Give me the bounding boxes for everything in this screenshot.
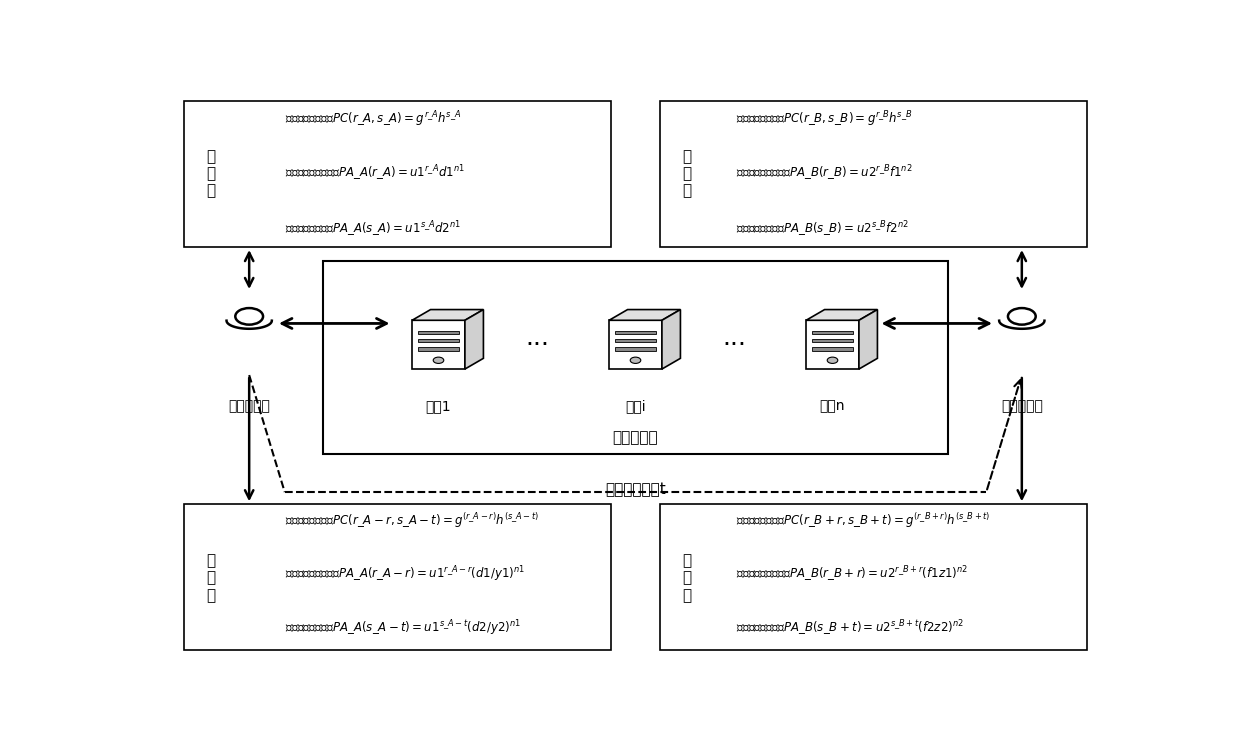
- Bar: [812, 347, 853, 351]
- Polygon shape: [412, 310, 484, 320]
- Polygon shape: [806, 310, 878, 320]
- Text: 交
易
前: 交 易 前: [206, 149, 216, 199]
- Text: 节点n: 节点n: [820, 399, 846, 413]
- Text: 节点i: 节点i: [625, 399, 646, 413]
- Text: 汇出方余额承诺：$PC(r\_A-r,s\_A-t)=g^{(r\_A-r)}h^{(s\_A-t)}$: 汇出方余额承诺：$PC(r\_A-r,s\_A-t)=g^{(r\_A-r)}h…: [285, 511, 539, 530]
- Text: 汇出方随机数密文：$PA\_A(r\_A)=u1^{r\_A}d1^{n1}$: 汇出方随机数密文：$PA\_A(r\_A)=u1^{r\_A}d1^{n1}$: [285, 164, 465, 183]
- Text: 交
易
后: 交 易 后: [682, 554, 691, 603]
- Circle shape: [236, 308, 263, 325]
- Polygon shape: [662, 310, 681, 369]
- Bar: [806, 320, 859, 369]
- Text: 交
易
前: 交 易 前: [682, 149, 691, 199]
- Bar: [184, 101, 611, 247]
- Text: 汇入方随机数密文：$PA\_B(r\_B+r)=u2^{r\_B+r}(f1z1)^{n2}$: 汇入方随机数密文：$PA\_B(r\_B+r)=u2^{r\_B+r}(f1z1…: [737, 565, 968, 584]
- Text: 汇出方金额密文：$PA\_A(s\_A-t)=u1^{s\_A-t}(d2/y2)^{n1}$: 汇出方金额密文：$PA\_A(s\_A-t)=u1^{s\_A-t}(d2/y2…: [285, 619, 521, 638]
- Bar: [615, 339, 656, 342]
- Bar: [609, 320, 662, 369]
- Text: ···: ···: [525, 333, 549, 357]
- Text: 汇入方余额承诺：$PC(r\_B,s\_B)=g^{r\_B}h^{s\_B}$: 汇入方余额承诺：$PC(r\_B,s\_B)=g^{r\_B}h^{s\_B}$: [737, 110, 913, 129]
- Text: 汇入方账户: 汇入方账户: [1001, 399, 1043, 413]
- Text: 汇出方随机数密文：$PA\_A(r\_A-r)=u1^{r\_A-r}(d1/y1)^{n1}$: 汇出方随机数密文：$PA\_A(r\_A-r)=u1^{r\_A-r}(d1/y…: [285, 564, 525, 584]
- Text: 汇入方余额承诺：$PC(r\_B+r,s\_B+t)=g^{(r\_B+r)}h^{(s\_B+t)}$: 汇入方余额承诺：$PC(r\_B+r,s\_B+t)=g^{(r\_B+r)}h…: [737, 511, 991, 530]
- Text: 汇出方余额承诺：$PC(r\_A,s\_A)=g^{r\_A}h^{s\_A}$: 汇出方余额承诺：$PC(r\_A,s\_A)=g^{r\_A}h^{s\_A}$: [285, 110, 461, 129]
- Bar: [615, 347, 656, 351]
- Polygon shape: [609, 310, 681, 320]
- Bar: [324, 261, 947, 454]
- Bar: [812, 331, 853, 334]
- Polygon shape: [859, 310, 878, 369]
- Circle shape: [630, 357, 641, 364]
- Bar: [660, 101, 1087, 247]
- Bar: [184, 504, 611, 650]
- Bar: [418, 331, 459, 334]
- Circle shape: [827, 357, 838, 364]
- Text: 汇出方金额密文：$PA\_A(s\_A)=u1^{s\_A}d2^{n1}$: 汇出方金额密文：$PA\_A(s\_A)=u1^{s\_A}d2^{n1}$: [285, 219, 461, 238]
- Text: 区块链网络: 区块链网络: [613, 430, 658, 445]
- Text: 汇入方金额密文：$PA\_B(s\_B)=u2^{s\_B}f2^{n2}$: 汇入方金额密文：$PA\_B(s\_B)=u2^{s\_B}f2^{n2}$: [737, 219, 909, 238]
- Bar: [615, 331, 656, 334]
- Text: ···: ···: [722, 333, 746, 357]
- Bar: [660, 504, 1087, 650]
- Text: 汇入方随机数密文：$PA\_B(r\_B)=u2^{r\_B}f1^{n2}$: 汇入方随机数密文：$PA\_B(r\_B)=u2^{r\_B}f1^{n2}$: [737, 164, 913, 183]
- Text: 交
易
后: 交 易 后: [206, 554, 216, 603]
- Text: 节点1: 节点1: [425, 399, 451, 413]
- Circle shape: [433, 357, 444, 364]
- Bar: [418, 347, 459, 351]
- Bar: [412, 320, 465, 369]
- Text: 汇入方金额密文：$PA\_B(s\_B+t)=u2^{s\_B+t}(f2z2)^{n2}$: 汇入方金额密文：$PA\_B(s\_B+t)=u2^{s\_B+t}(f2z2)…: [737, 619, 965, 638]
- Circle shape: [1008, 308, 1035, 325]
- Text: 汇出方账户: 汇出方账户: [228, 399, 270, 413]
- Bar: [812, 339, 853, 342]
- Polygon shape: [465, 310, 484, 369]
- Bar: [418, 339, 459, 342]
- Text: 转移：交易额t: 转移：交易额t: [605, 482, 666, 498]
